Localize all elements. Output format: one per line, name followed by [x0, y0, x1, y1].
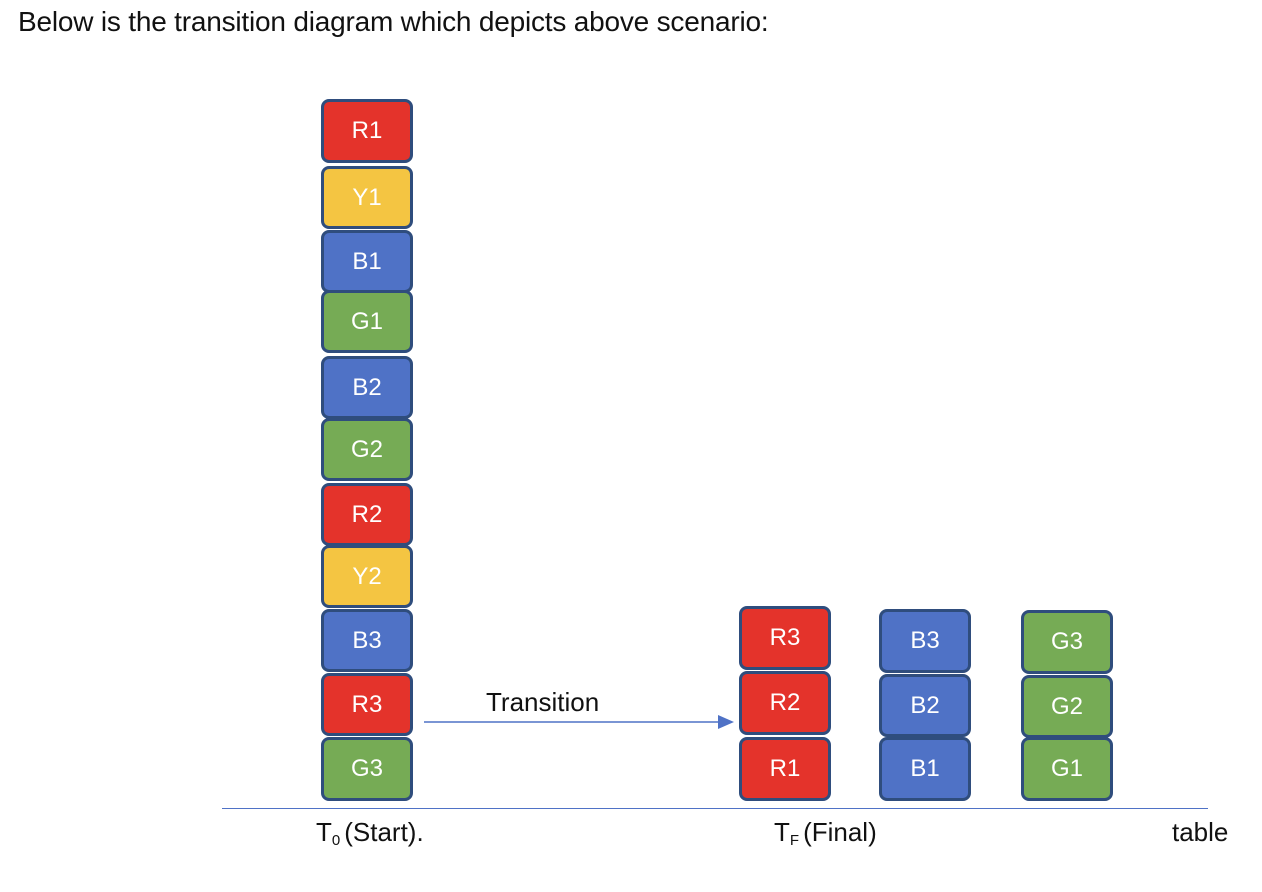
block-B1-final: B1: [879, 737, 971, 801]
final-label-text: (Final): [803, 817, 877, 847]
block-R1-final: R1: [739, 737, 831, 801]
final-label-sub: F: [789, 832, 800, 849]
block-Y2: Y2: [321, 545, 413, 608]
block-G1-final: G1: [1021, 737, 1113, 801]
block-R3: R3: [321, 673, 413, 736]
start-label-t: T: [316, 817, 332, 847]
block-Y1: Y1: [321, 166, 413, 229]
start-label-text: (Start).: [344, 817, 424, 847]
page-title: Below is the transition diagram which de…: [18, 6, 769, 37]
block-B1: B1: [321, 230, 413, 293]
start-label-sub: 0: [331, 832, 341, 849]
final-label-t: T: [774, 817, 790, 847]
block-R1: R1: [321, 99, 413, 163]
block-G2: G2: [321, 418, 413, 481]
table-label: table: [1172, 817, 1229, 847]
block-B2: B2: [321, 356, 413, 419]
block-R2-final: R2: [739, 671, 831, 735]
block-B2-final: B2: [879, 674, 971, 737]
start-label: T0 (Start).: [316, 816, 424, 857]
transition-label: Transition: [486, 687, 600, 717]
table-line: [222, 808, 1208, 809]
block-G2-final: G2: [1021, 675, 1113, 738]
block-G1: G1: [321, 290, 413, 353]
final-label: TF (Final): [774, 816, 877, 857]
block-B3-final: B3: [879, 609, 971, 673]
block-R3-final: R3: [739, 606, 831, 670]
block-B3: B3: [321, 609, 413, 672]
block-G3-final: G3: [1021, 610, 1113, 674]
block-G3: G3: [321, 737, 413, 801]
block-R2: R2: [321, 483, 413, 546]
transition-arrow-icon: [424, 715, 734, 729]
